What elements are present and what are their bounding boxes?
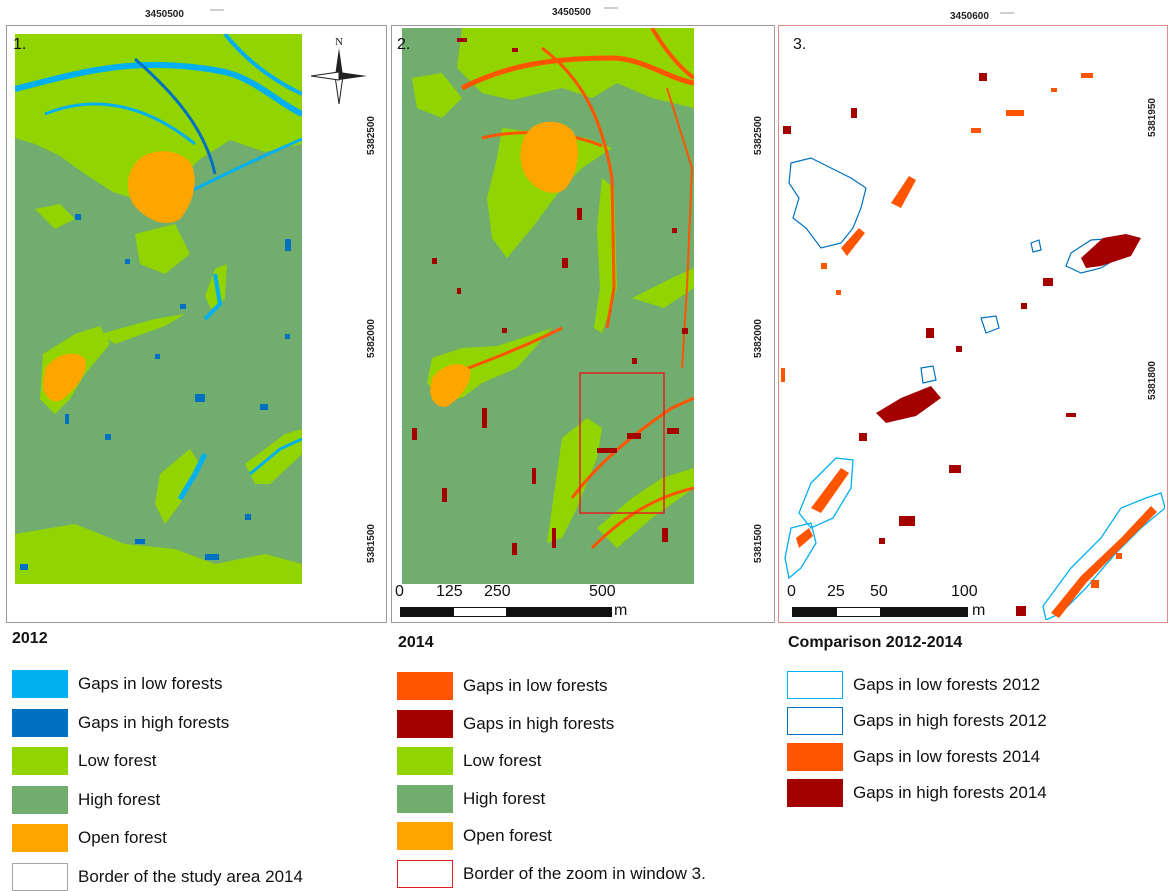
map-panel-2014: 2. 0 125 250 500 m	[391, 25, 775, 623]
map-panel-2012: 1. N	[6, 25, 387, 623]
panel-number: 3.	[793, 36, 807, 53]
legend-item: Gaps in high forests 2014	[787, 778, 1047, 808]
north-label: N	[335, 36, 343, 48]
legend-item: Low forest	[397, 746, 541, 776]
top-coordinate-label: 3450500	[145, 9, 184, 20]
scale-label: 500	[589, 583, 616, 600]
scale-label: 0	[395, 583, 404, 600]
legend-swatch	[787, 779, 843, 807]
legend-item: Border of the study area 2014	[12, 862, 303, 892]
legend-label: Gaps in high forests	[78, 712, 230, 732]
legend-item: High forest	[12, 785, 160, 815]
legend-swatch	[787, 743, 843, 771]
legend-item: Low forest	[12, 746, 156, 776]
scale-label: 125	[436, 583, 463, 600]
legend-label: Low forest	[463, 751, 542, 770]
legend-swatch	[397, 672, 453, 700]
legend-swatch	[12, 670, 68, 698]
legend-item: Border of the zoom in window 3.	[397, 859, 706, 889]
right-coordinate-label: 5382000	[365, 319, 377, 358]
north-arrow-icon: N	[310, 36, 367, 104]
top-coordinate-label: 3450600	[950, 11, 989, 22]
coord-tick	[604, 7, 618, 9]
scale-label: 25	[827, 583, 845, 600]
scale-bar	[792, 607, 968, 617]
legend-item: High forest	[397, 784, 545, 814]
legend-label: Gaps in low forests 2014	[853, 747, 1041, 766]
right-coordinate-label: 5381950	[1146, 98, 1158, 137]
coord-tick	[210, 9, 224, 11]
scale-unit: m	[972, 602, 986, 619]
legend-label: Low forest	[78, 751, 157, 770]
legend-label: Border of the study area 2014	[78, 866, 303, 886]
legend-label: Gaps in high forests 2012	[853, 711, 1047, 730]
legend-swatch	[397, 709, 453, 738]
legend-item: Open forest	[397, 821, 552, 851]
legend-item: Gaps in high forests 2012	[787, 706, 1047, 736]
right-coordinate-label: 5381500	[752, 524, 764, 563]
right-coordinate-label: 5382500	[752, 116, 764, 155]
legend-label: Open forest	[463, 826, 552, 845]
legend-title-2012: 2012	[12, 630, 48, 647]
legend-item: Gaps in low forests	[397, 671, 608, 701]
legend-label: High forest	[78, 789, 161, 809]
legend-swatch	[397, 784, 453, 813]
legend-item: Open forest	[12, 823, 167, 853]
legend-label: Gaps in low forests	[78, 674, 223, 693]
legend-swatch	[12, 862, 68, 891]
right-coordinate-label: 5381800	[1146, 361, 1158, 400]
legend-swatch	[12, 747, 68, 775]
legend-label: Gaps in low forests 2012	[853, 675, 1041, 694]
panel-number: 2.	[397, 36, 411, 53]
scale-unit: m	[614, 602, 628, 619]
legend-label: High forest	[463, 788, 546, 808]
scale-label: 50	[870, 583, 888, 600]
legend-swatch	[397, 859, 453, 888]
coord-tick	[1000, 12, 1014, 14]
legend-item: Gaps in high forests	[397, 709, 614, 739]
land-cover-map-2014	[402, 28, 694, 584]
legend-swatch	[12, 785, 68, 814]
right-coordinate-label: 5382500	[365, 116, 377, 155]
legend-swatch	[787, 671, 843, 699]
land-cover-map-2012	[15, 34, 302, 584]
legend-label: Gaps in high forests	[463, 713, 615, 733]
legend-item: Gaps in high forests	[12, 708, 229, 738]
top-coordinate-label: 3450500	[552, 7, 591, 18]
legend-title-comparison: Comparison 2012-2014	[788, 634, 963, 651]
scale-bar	[400, 607, 612, 617]
panel-number: 1.	[13, 36, 27, 53]
legend-item: Gaps in low forests 2014	[787, 742, 1040, 772]
scale-label: 100	[951, 583, 978, 600]
scale-label: 250	[484, 583, 511, 600]
legend-item: Gaps in low forests	[12, 669, 223, 699]
gap-comparison-map	[781, 28, 1165, 620]
legend-item: Gaps in low forests 2012	[787, 670, 1040, 700]
scale-label: 0	[787, 583, 796, 600]
legend-swatch	[12, 708, 68, 737]
legend-swatch	[12, 824, 68, 852]
legend-label: Gaps in high forests 2014	[853, 783, 1047, 802]
right-coordinate-label: 5381500	[365, 524, 377, 563]
legend-swatch	[397, 822, 453, 850]
legend-swatch	[787, 707, 843, 735]
legend-label: Open forest	[78, 828, 167, 847]
legend-label: Border of the zoom in window 3.	[463, 863, 706, 883]
comparison-map-panel: 3. 0 25 50 100 m	[778, 25, 1168, 623]
legend-title-2014: 2014	[398, 634, 434, 651]
legend-label: Gaps in low forests	[463, 676, 608, 695]
right-coordinate-label: 5382000	[752, 319, 764, 358]
legend-swatch	[397, 747, 453, 775]
